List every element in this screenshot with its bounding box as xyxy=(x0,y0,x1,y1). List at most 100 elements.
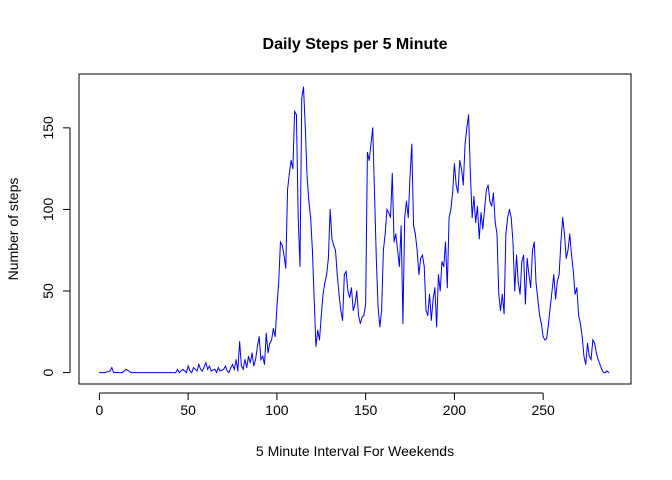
data-point xyxy=(456,184,457,185)
data-point xyxy=(276,307,277,308)
data-point xyxy=(362,317,363,318)
data-point xyxy=(447,287,448,288)
data-point xyxy=(516,255,517,256)
x-axis: 0 50 100 150 200 250 xyxy=(96,393,556,418)
data-point xyxy=(413,225,414,226)
data-point xyxy=(248,356,249,357)
data-point xyxy=(161,372,162,373)
data-point xyxy=(298,217,299,218)
data-point xyxy=(534,242,535,243)
x-tick-label: 0 xyxy=(96,402,104,418)
data-point xyxy=(356,291,357,292)
data-point xyxy=(527,258,528,259)
data-points xyxy=(99,87,609,374)
data-point xyxy=(110,370,111,371)
x-tick-label: 100 xyxy=(265,402,289,418)
data-point xyxy=(481,212,482,213)
data-point xyxy=(528,274,529,275)
data-point xyxy=(395,233,396,234)
data-point xyxy=(608,372,609,373)
data-point xyxy=(459,160,460,161)
data-point xyxy=(273,328,274,329)
data-point xyxy=(392,173,393,174)
x-tick-label: 150 xyxy=(354,402,378,418)
data-point xyxy=(378,307,379,308)
data-point xyxy=(402,323,403,324)
data-point xyxy=(550,307,551,308)
data-point xyxy=(299,266,300,267)
data-point xyxy=(401,225,402,226)
data-point xyxy=(314,299,315,300)
data-point xyxy=(227,370,228,371)
data-point xyxy=(488,184,489,185)
data-point xyxy=(372,127,373,128)
data-point xyxy=(342,320,343,321)
data-point xyxy=(353,310,354,311)
data-point xyxy=(445,242,446,243)
data-point xyxy=(484,209,485,210)
data-point xyxy=(408,217,409,218)
data-point xyxy=(344,274,345,275)
data-point xyxy=(482,229,483,230)
data-point xyxy=(539,315,540,316)
data-point xyxy=(308,201,309,202)
data-point xyxy=(578,315,579,316)
data-point xyxy=(262,356,263,357)
data-point xyxy=(207,369,208,370)
data-point xyxy=(177,369,178,370)
data-point xyxy=(603,372,604,373)
data-point xyxy=(585,364,586,365)
data-point xyxy=(452,193,453,194)
data-point xyxy=(397,250,398,251)
data-point xyxy=(255,359,256,360)
data-point xyxy=(104,372,105,373)
data-point xyxy=(303,87,304,88)
data-point xyxy=(511,217,512,218)
data-point xyxy=(436,326,437,327)
data-point xyxy=(170,372,171,373)
data-point xyxy=(495,222,496,223)
data-point xyxy=(406,201,407,202)
data-point xyxy=(505,233,506,234)
data-point xyxy=(268,353,269,354)
data-point xyxy=(189,370,190,371)
data-point xyxy=(202,370,203,371)
data-point xyxy=(569,233,570,234)
data-point xyxy=(289,173,290,174)
data-point xyxy=(340,310,341,311)
y-tick-label: 0 xyxy=(40,368,56,376)
data-point xyxy=(587,343,588,344)
data-point xyxy=(379,326,380,327)
data-point xyxy=(594,343,595,344)
data-point xyxy=(191,372,192,373)
data-point xyxy=(390,217,391,218)
data-point xyxy=(559,274,560,275)
data-point xyxy=(337,274,338,275)
data-point xyxy=(232,364,233,365)
data-point xyxy=(260,359,261,360)
data-point xyxy=(567,250,568,251)
y-axis-label: Number of steps xyxy=(5,178,21,281)
data-point xyxy=(182,369,183,370)
data-point xyxy=(411,144,412,145)
data-point xyxy=(596,353,597,354)
data-point xyxy=(197,370,198,371)
data-point xyxy=(457,193,458,194)
data-point xyxy=(537,299,538,300)
data-point xyxy=(143,372,144,373)
data-point xyxy=(509,209,510,210)
data-point xyxy=(461,168,462,169)
x-axis-label: 5 Minute Interval For Weekends xyxy=(256,443,454,459)
data-point xyxy=(434,287,435,288)
data-point xyxy=(450,209,451,210)
data-point xyxy=(223,369,224,370)
data-point xyxy=(575,294,576,295)
data-point xyxy=(465,144,466,145)
data-point xyxy=(294,111,295,112)
data-point xyxy=(365,304,366,305)
data-point xyxy=(479,238,480,239)
data-point xyxy=(282,245,283,246)
data-point xyxy=(404,217,405,218)
data-point xyxy=(310,217,311,218)
